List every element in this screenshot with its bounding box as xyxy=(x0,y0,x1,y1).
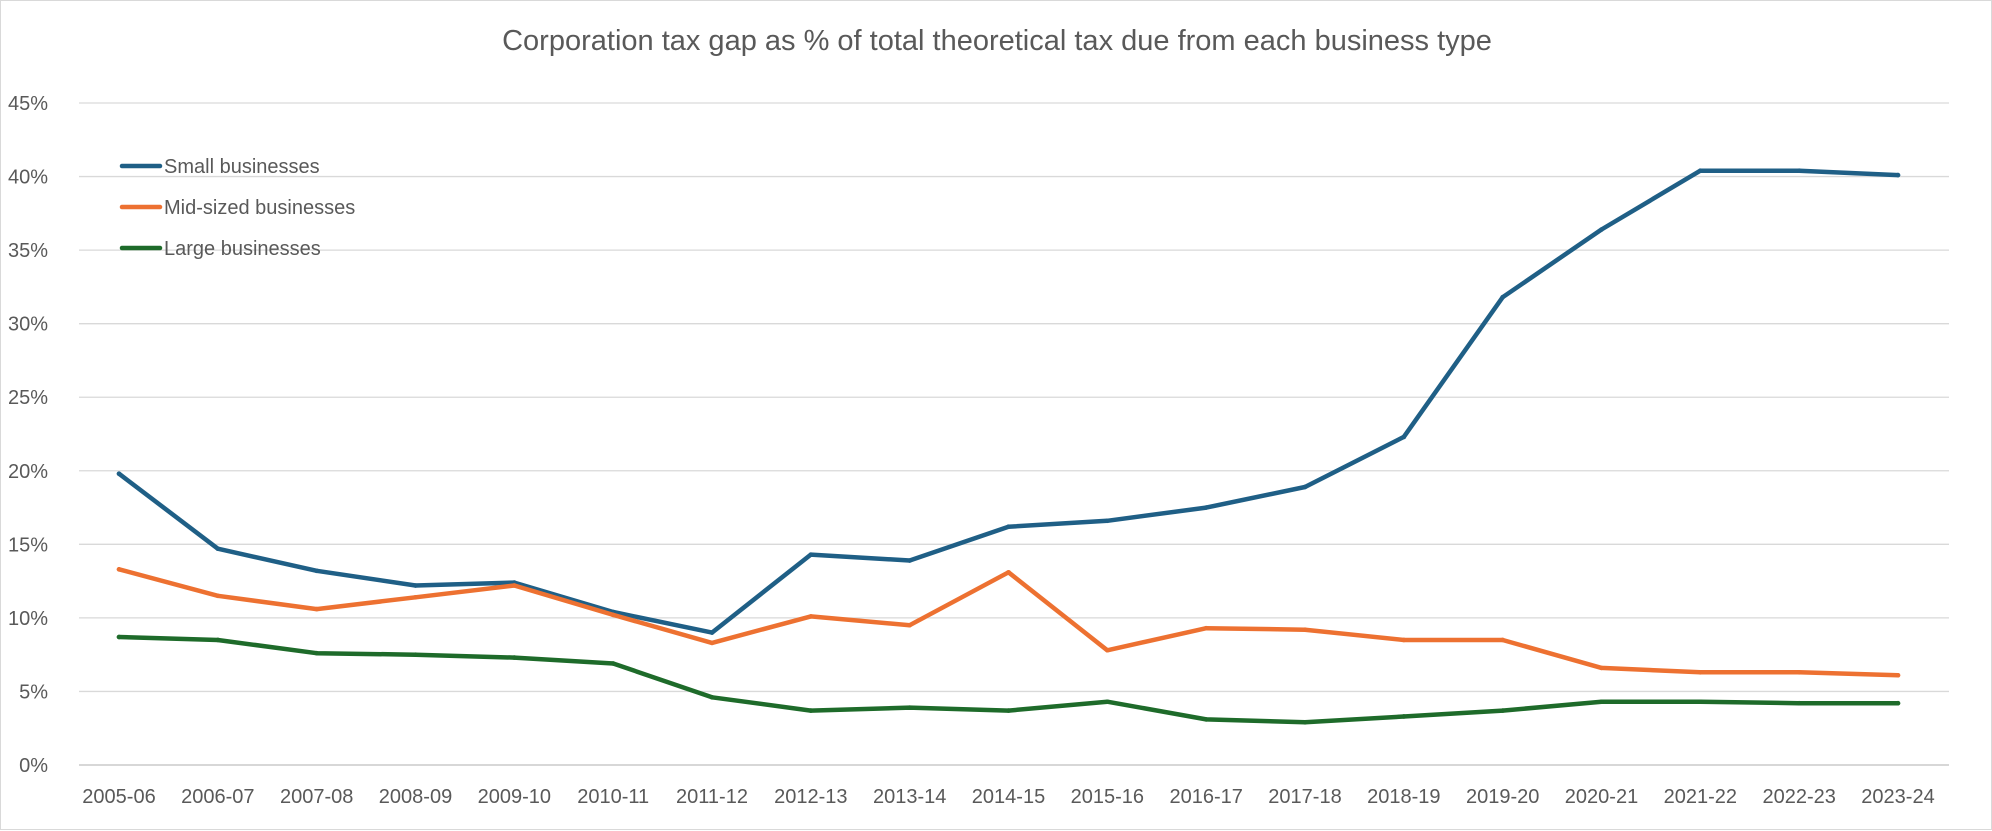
y-tick-label: 5% xyxy=(19,681,48,703)
data-point xyxy=(709,630,715,635)
data-point xyxy=(1895,700,1901,706)
data-point xyxy=(1796,670,1802,675)
data-point xyxy=(1599,227,1604,232)
x-tick-label: 2013-14 xyxy=(873,786,946,808)
x-tick-label: 2021-22 xyxy=(1664,786,1737,808)
data-point xyxy=(709,640,715,646)
gridlines xyxy=(79,102,1949,766)
data-point xyxy=(314,568,319,574)
y-tick-label: 20% xyxy=(8,461,48,483)
x-tick-label: 2016-17 xyxy=(1169,786,1242,808)
data-point xyxy=(1796,168,1802,173)
y-axis-tick-labels: 0% 5% 10% 15% 20% 25% 30% 35% 40% 45% xyxy=(8,93,48,777)
data-point xyxy=(1105,699,1110,705)
data-point xyxy=(413,583,418,588)
data-point xyxy=(116,567,122,572)
x-tick-label: 2018-19 xyxy=(1367,786,1440,808)
data-point xyxy=(1006,708,1011,713)
data-point xyxy=(1203,625,1209,631)
data-point xyxy=(413,594,418,600)
x-tick-label: 2022-23 xyxy=(1762,786,1835,808)
data-point xyxy=(1401,434,1407,440)
x-tick-label: 2008-09 xyxy=(379,786,452,808)
x-tick-label: 2017-18 xyxy=(1268,786,1341,808)
data-point xyxy=(512,655,517,660)
data-point xyxy=(1599,665,1604,671)
data-point xyxy=(1500,294,1505,300)
legend-label: Mid-sized businesses xyxy=(164,197,355,219)
data-point xyxy=(215,546,221,552)
series-line-2 xyxy=(116,567,1901,678)
data-point xyxy=(1895,672,1901,678)
series-lines xyxy=(116,168,1901,725)
data-point xyxy=(1401,714,1407,719)
data-point xyxy=(907,622,912,628)
data-point xyxy=(1698,168,1703,173)
data-point xyxy=(314,650,319,656)
legend-label: Small businesses xyxy=(164,156,320,178)
y-tick-label: 45% xyxy=(8,93,48,115)
data-point xyxy=(1698,670,1703,675)
data-point xyxy=(1500,637,1505,643)
data-point xyxy=(413,652,418,657)
data-point xyxy=(808,552,814,557)
data-point xyxy=(907,705,912,710)
x-tick-label: 2007-08 xyxy=(280,786,353,808)
data-point xyxy=(1500,708,1505,713)
data-point xyxy=(1006,569,1011,575)
data-point xyxy=(808,614,814,619)
x-tick-label: 2019-20 xyxy=(1466,786,1539,808)
x-tick-label: 2006-07 xyxy=(181,786,254,808)
x-tick-label: 2020-21 xyxy=(1565,786,1638,808)
x-tick-label: 2023-24 xyxy=(1861,786,1934,808)
x-tick-label: 2015-16 xyxy=(1071,786,1144,808)
data-point xyxy=(610,661,616,666)
chart-title: Corporation tax gap as % of total theore… xyxy=(502,25,1492,57)
y-tick-label: 30% xyxy=(8,314,48,336)
data-point xyxy=(1895,172,1901,178)
x-tick-label: 2011-12 xyxy=(676,786,748,808)
legend: Small businesses Mid-sized businesses Larg… xyxy=(119,156,355,260)
series-line-1 xyxy=(116,168,1901,635)
y-tick-label: 15% xyxy=(8,534,48,556)
data-point xyxy=(1302,720,1308,725)
legend-label: Large businesses xyxy=(164,238,321,260)
x-tick-label: 2014-15 xyxy=(972,786,1045,808)
x-axis-tick-labels: 2005-06 2006-07 2007-08 2008-09 2009-10 2010-… xyxy=(82,786,1934,808)
y-tick-label: 25% xyxy=(8,387,48,409)
data-point xyxy=(610,612,616,618)
data-point xyxy=(1105,518,1110,524)
data-point xyxy=(1302,484,1308,490)
x-tick-label: 2012-13 xyxy=(774,786,847,808)
data-point xyxy=(1105,647,1110,653)
y-tick-label: 35% xyxy=(8,240,48,262)
data-point xyxy=(512,583,517,588)
data-point xyxy=(116,471,122,477)
data-point xyxy=(709,695,715,700)
x-tick-label: 2005-06 xyxy=(82,786,155,808)
x-tick-label: 2010-11 xyxy=(577,786,649,808)
data-point xyxy=(314,606,319,612)
data-point xyxy=(215,637,221,643)
data-point xyxy=(1302,627,1308,632)
data-point xyxy=(1203,717,1209,722)
y-tick-label: 0% xyxy=(19,755,48,777)
y-tick-label: 10% xyxy=(8,608,48,630)
data-point xyxy=(1401,637,1407,643)
data-point xyxy=(1599,699,1604,705)
data-point xyxy=(1203,505,1209,510)
data-point xyxy=(1698,699,1703,705)
data-point xyxy=(808,708,814,713)
data-point xyxy=(215,593,221,599)
data-point xyxy=(1796,700,1802,706)
y-tick-label: 40% xyxy=(8,167,48,189)
data-point xyxy=(116,634,122,640)
data-point xyxy=(1006,524,1011,529)
x-tick-label: 2009-10 xyxy=(478,786,551,808)
data-point xyxy=(907,558,912,563)
